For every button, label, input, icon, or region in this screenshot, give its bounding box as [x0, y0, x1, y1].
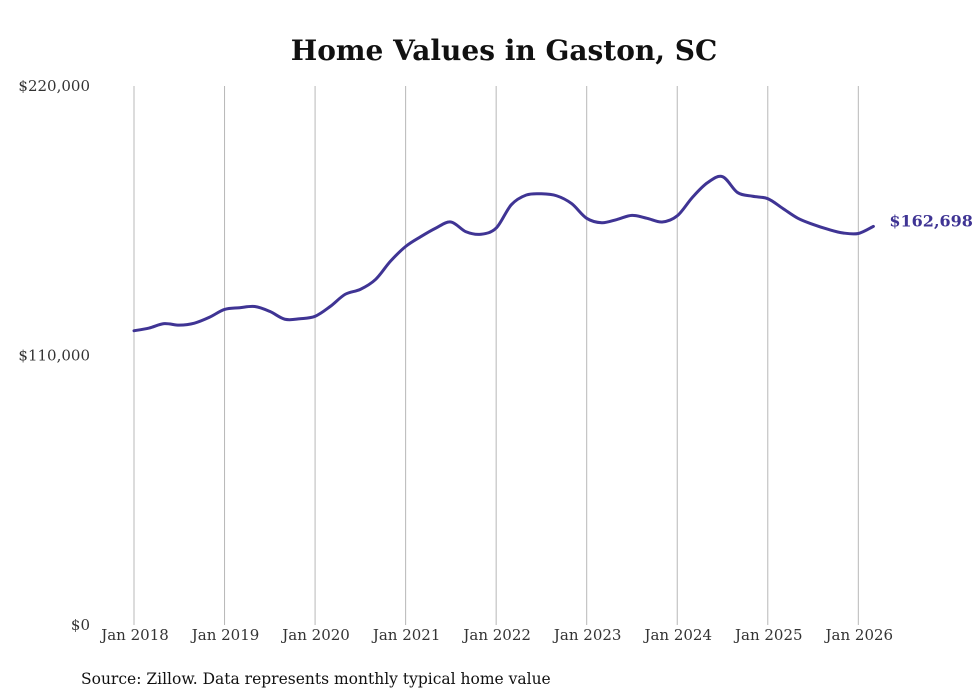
gridlines: [133, 86, 859, 625]
series-layer: $162,698: [132, 174, 973, 333]
chart-title: Home Values in Gaston, SC: [291, 34, 717, 67]
x-tick-label: Jan 2018: [99, 626, 169, 644]
series-line-home-value: [132, 174, 875, 333]
x-tick-label: Jan 2026: [824, 626, 894, 644]
y-axis-ticks: $0 $110,000 $220,000: [18, 77, 90, 634]
end-value-label: $162,698: [889, 211, 973, 230]
x-tick-label: Jan 2021: [371, 626, 441, 644]
x-axis-ticks: Jan 2018 Jan 2019 Jan 2020 Jan 2021 Jan 2022…: [99, 626, 893, 644]
x-tick-label: Jan 2022: [461, 626, 531, 644]
x-tick-label: Jan 2020: [280, 626, 350, 644]
x-tick-label: Jan 2024: [642, 626, 712, 644]
y-tick-label: $220,000: [18, 77, 90, 95]
source-note: Source: Zillow. Data represents monthly …: [81, 670, 551, 688]
y-tick-label: $0: [71, 616, 90, 634]
y-tick-label: $110,000: [18, 347, 90, 365]
x-tick-label: Jan 2023: [552, 626, 622, 644]
x-tick-label: Jan 2019: [190, 626, 260, 644]
x-tick-label: Jan 2025: [733, 626, 803, 644]
